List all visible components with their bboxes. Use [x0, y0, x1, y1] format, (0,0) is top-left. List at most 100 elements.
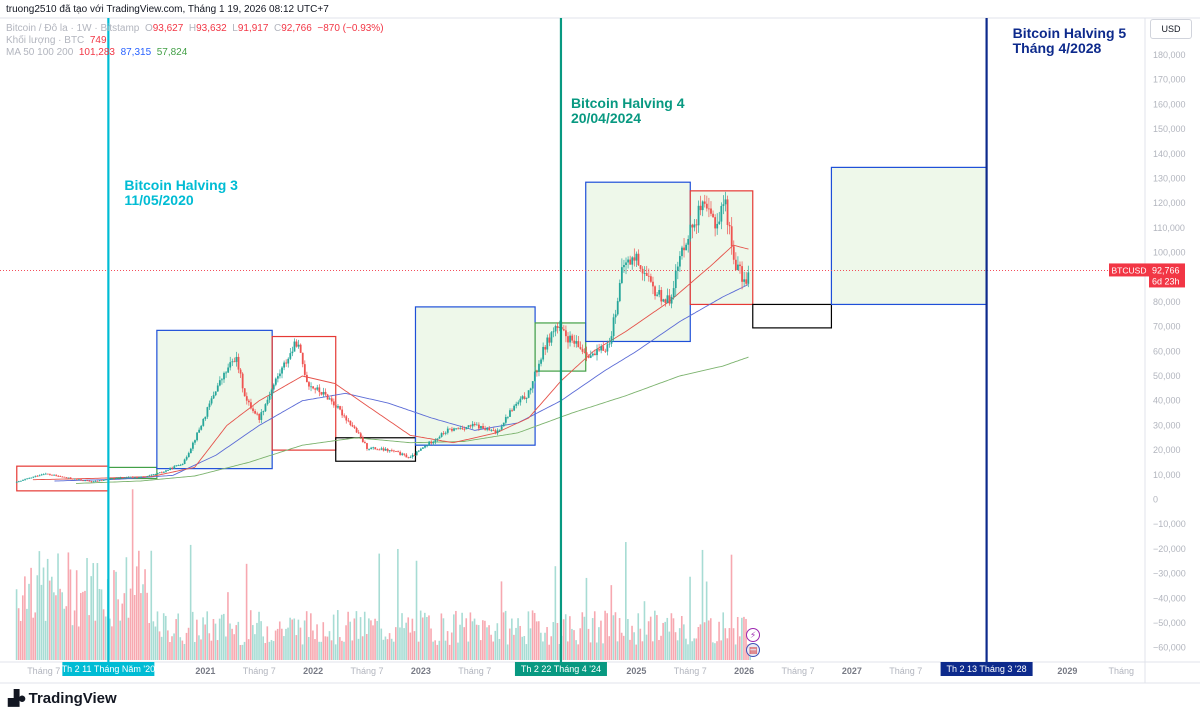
volume-bar [368, 618, 370, 660]
candle-body [662, 299, 665, 302]
candle-body [216, 385, 219, 392]
volume-bar [471, 621, 474, 660]
candle-body [635, 253, 638, 261]
candle-body [540, 359, 542, 364]
ma50-value: 101,283 [78, 47, 115, 58]
volume-bar [65, 606, 68, 660]
candle-body [144, 476, 147, 478]
candle-body [299, 344, 302, 353]
volume-bar [444, 640, 447, 660]
candle-body [71, 478, 74, 480]
candle-body [156, 473, 159, 475]
x-tick-label: 2026 [734, 666, 754, 676]
candle-body [471, 423, 474, 427]
volume-bar [649, 616, 652, 660]
candle-body [523, 396, 526, 399]
volume-bar [326, 636, 329, 660]
candle-body [187, 453, 190, 458]
volume-bar [46, 558, 49, 660]
candle-body [237, 356, 240, 370]
halving-title: Bitcoin Halving 3 [124, 177, 238, 193]
candle-body [411, 454, 414, 457]
candle-body [332, 401, 335, 406]
volume-bar [67, 552, 70, 660]
volume-bar [500, 581, 503, 660]
range-box [830, 166, 988, 306]
ma-label: MA 50 100 200 [6, 47, 74, 58]
volume-bar [289, 617, 291, 660]
volume-bar [670, 613, 673, 660]
volume-bar [158, 631, 161, 660]
candle-body [473, 423, 476, 426]
volume-bar [187, 627, 190, 660]
volume-bar [716, 641, 718, 660]
candle-body [641, 268, 644, 274]
candle-body [542, 346, 545, 360]
candle-body [422, 447, 424, 449]
volume-bar [712, 642, 714, 660]
volume-bar [77, 626, 80, 660]
volume-bar [28, 583, 30, 660]
candle-body [295, 341, 298, 347]
candle-body [741, 266, 743, 282]
candle-body [567, 336, 569, 343]
candle-body [206, 407, 209, 417]
candle-body [324, 391, 327, 395]
candle-body [165, 470, 167, 472]
candle-body [171, 467, 174, 469]
volume-bar [138, 550, 140, 660]
candle-body [372, 447, 375, 449]
volume-bar [32, 617, 34, 660]
candle-body [80, 479, 82, 481]
candle-body [49, 474, 51, 475]
candle-body [457, 428, 460, 430]
currency-button[interactable]: USD [1150, 19, 1192, 39]
candle-body [633, 257, 636, 261]
candle-body [276, 376, 279, 379]
volume-bar [51, 576, 53, 660]
candle-body [415, 451, 418, 456]
candle-body [17, 481, 20, 483]
candle-body [722, 204, 725, 206]
candle-body [104, 479, 107, 481]
volume-bar [602, 643, 604, 660]
candle-body [637, 253, 640, 266]
ohlc-legend: Bitcoin / Đô la · 1W · Bitstamp O93,627 … [6, 23, 384, 34]
candle-body [498, 429, 501, 431]
volume-bar [316, 624, 318, 660]
candle-body [424, 445, 426, 448]
volume-bar [535, 621, 538, 660]
volume-bar [278, 621, 281, 660]
candle-body [42, 474, 45, 476]
candle-body [525, 397, 528, 399]
candle-body [531, 381, 534, 389]
volume-bar [48, 580, 51, 660]
candle-body [131, 476, 134, 478]
candle-body [88, 480, 91, 482]
candle-body [558, 327, 561, 328]
volume-bar [569, 616, 571, 660]
candle-body [502, 422, 505, 427]
volume-bar [324, 636, 327, 660]
us-flag-icon[interactable]: ▤ [746, 643, 760, 657]
volume-bar [276, 628, 279, 660]
candle-body [113, 478, 116, 480]
candle-body [417, 450, 420, 452]
candle-body [697, 205, 700, 226]
candle-body [494, 430, 497, 434]
volume-bar [647, 621, 650, 660]
candle-body [84, 480, 87, 482]
volume-bar [84, 590, 86, 660]
candle-body [432, 441, 435, 444]
candle-body [469, 425, 472, 427]
candle-body [204, 416, 207, 419]
lightning-icon[interactable]: ⚡ [746, 628, 760, 642]
candle-body [96, 480, 99, 482]
volume-bar [336, 610, 339, 660]
candle-body [59, 476, 62, 477]
candle-body [202, 418, 205, 426]
candle-body [451, 428, 453, 431]
candle-body [179, 465, 182, 466]
x-tick-label: Tháng 7 [782, 666, 815, 676]
